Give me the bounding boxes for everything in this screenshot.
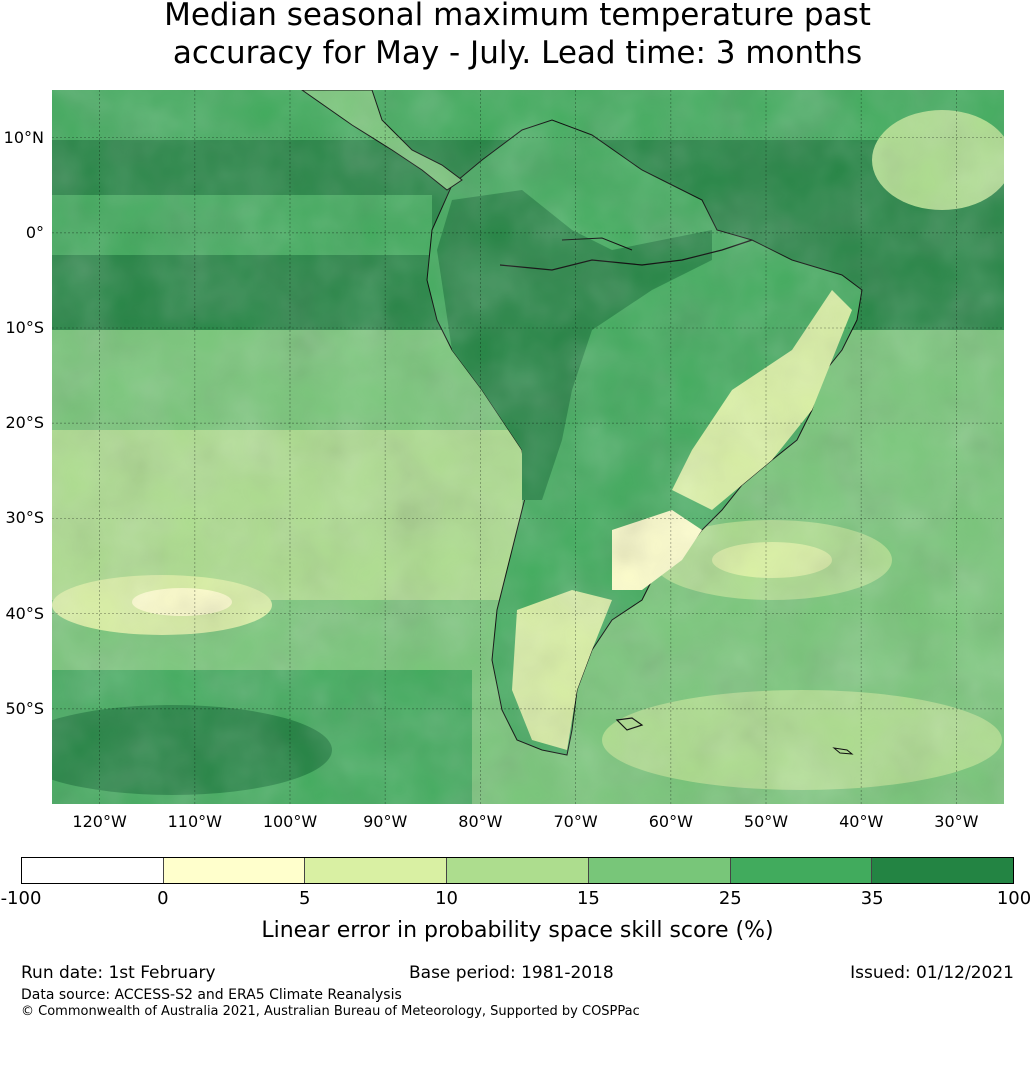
graticule (52, 90, 1004, 804)
lon-label-5: 70°W (553, 812, 598, 831)
lon-label-0: 120°W (72, 812, 127, 831)
lat-label-5: 40°S (5, 603, 44, 623)
copyright: © Commonwealth of Australia 2021, Austra… (21, 1004, 640, 1019)
legend-colorbar (21, 857, 1014, 884)
lat-label-0: 10°N (3, 127, 44, 147)
legend-tick-4: 15 (576, 888, 600, 909)
data-source: Data source: ACCESS-S2 and ERA5 Climate … (21, 987, 402, 1003)
map-title: Median seasonal maximum temperature past… (0, 0, 1035, 72)
lon-label-9: 30°W (934, 812, 979, 831)
legend-tick-6: 35 (860, 888, 884, 909)
legend-swatch-1 (163, 858, 306, 883)
lat-label-1: 0° (25, 222, 44, 242)
skill-score-map (52, 90, 1004, 804)
legend-tick-2: 5 (298, 888, 311, 909)
lon-label-7: 50°W (743, 812, 789, 831)
lon-label-8: 40°W (839, 812, 884, 831)
legend-tick-0: -100 (0, 888, 42, 909)
legend-tick-1: 0 (157, 888, 169, 909)
lat-label-3: 20°S (5, 413, 44, 433)
lon-label-3: 90°W (363, 812, 408, 831)
mottle-texture (52, 90, 1004, 804)
lon-label-4: 80°W (458, 812, 503, 831)
legend-label: Linear error in probability space skill … (261, 918, 774, 943)
legend-swatch-5 (730, 858, 873, 883)
legend-swatch-0 (22, 858, 164, 883)
lat-label-6: 50°S (5, 698, 44, 718)
legend-swatch-3 (447, 858, 589, 883)
legend-tick-3: 10 (435, 888, 459, 909)
run-date: Run date: 1st February (21, 963, 216, 983)
lon-label-1: 110°W (167, 812, 222, 831)
title-line-1: Median seasonal maximum temperature past (164, 0, 871, 33)
base-period: Base period: 1981-2018 (409, 963, 614, 983)
lon-label-2: 100°W (262, 812, 318, 831)
legend-swatch-2 (305, 858, 448, 883)
lat-label-2: 10°S (5, 318, 44, 337)
legend-tick-5: 25 (718, 888, 742, 909)
legend-swatch-6 (872, 858, 1014, 883)
issued-date: Issued: 01/12/2021 (850, 963, 1014, 983)
legend-tick-7: 100 (996, 888, 1032, 909)
lat-label-4: 30°S (5, 508, 44, 528)
title-line-2: accuracy for May - July. Lead time: 3 mo… (172, 35, 863, 71)
lon-label-6: 60°W (648, 812, 693, 831)
legend-swatch-4 (588, 858, 731, 883)
